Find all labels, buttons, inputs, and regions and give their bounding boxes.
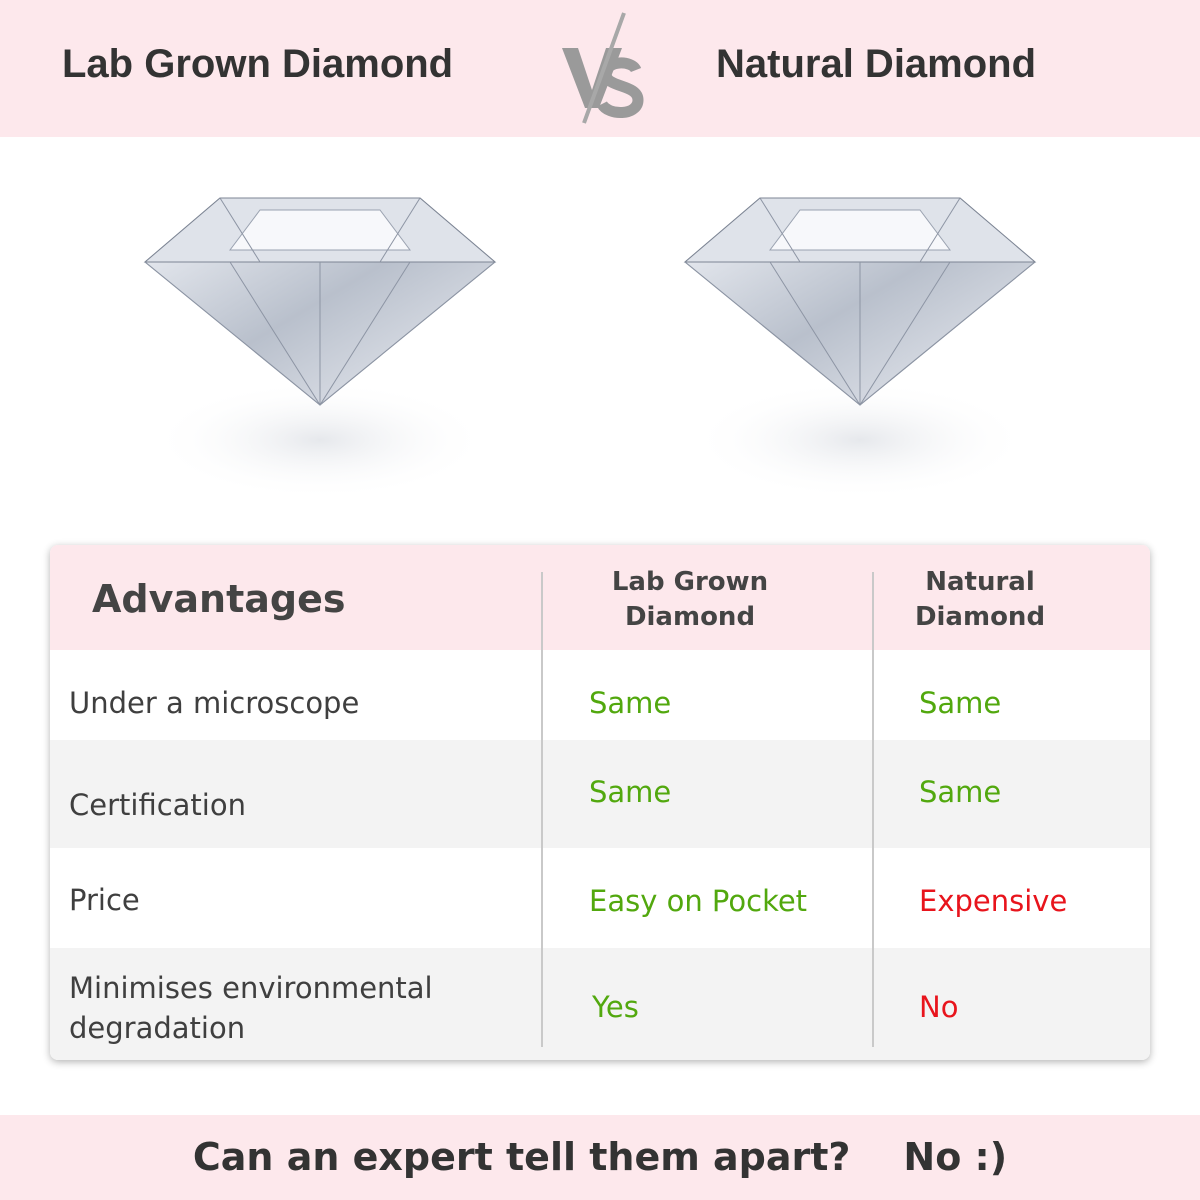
lab-value: Same bbox=[589, 775, 672, 809]
natural-title: Natural Diamond bbox=[716, 42, 1037, 86]
lab-value: Same bbox=[589, 686, 672, 720]
header-advantages: Advantages bbox=[92, 577, 346, 621]
table-row: Under a microscope Same Same bbox=[50, 650, 1150, 740]
footer-text: Can an expert tell them apart? No :) bbox=[0, 1135, 1200, 1179]
header-lab-grown: Lab Grown Diamond bbox=[611, 567, 769, 632]
table-header-row: Advantages Lab Grown Diamond Natural Dia… bbox=[50, 545, 1150, 650]
row-label: Certification bbox=[69, 788, 246, 822]
column-divider bbox=[872, 572, 874, 1047]
footer-question: Can an expert tell them apart? bbox=[192, 1135, 851, 1179]
row-label: Under a microscope bbox=[69, 686, 360, 720]
column-divider bbox=[541, 572, 543, 1047]
natural-diamond-image bbox=[683, 197, 1037, 500]
lab-value: Easy on Pocket bbox=[589, 884, 808, 918]
natural-value: No bbox=[919, 990, 959, 1024]
footer-answer: No :) bbox=[903, 1135, 1008, 1179]
vs-logo bbox=[562, 12, 644, 124]
comparison-table: Advantages Lab Grown Diamond Natural Dia… bbox=[50, 545, 1150, 1060]
lab-grown-title: Lab Grown Diamond bbox=[62, 42, 454, 86]
table-row: Minimises environmental degradation Yes … bbox=[50, 948, 1150, 1060]
natural-value: Expensive bbox=[919, 884, 1068, 918]
header-natural: Natural Diamond bbox=[914, 567, 1046, 632]
table-row: Price Easy on Pocket Expensive bbox=[50, 848, 1150, 948]
table-row: Certification Same Same bbox=[50, 740, 1150, 848]
row-label: Minimises environmental degradation bbox=[69, 971, 433, 1045]
natural-value: Same bbox=[919, 775, 1002, 809]
row-label: Price bbox=[69, 883, 140, 917]
footer-band bbox=[0, 1115, 1200, 1200]
lab-value: Yes bbox=[592, 990, 639, 1024]
lab-grown-diamond-image bbox=[143, 197, 497, 500]
natural-value: Same bbox=[919, 686, 1002, 720]
